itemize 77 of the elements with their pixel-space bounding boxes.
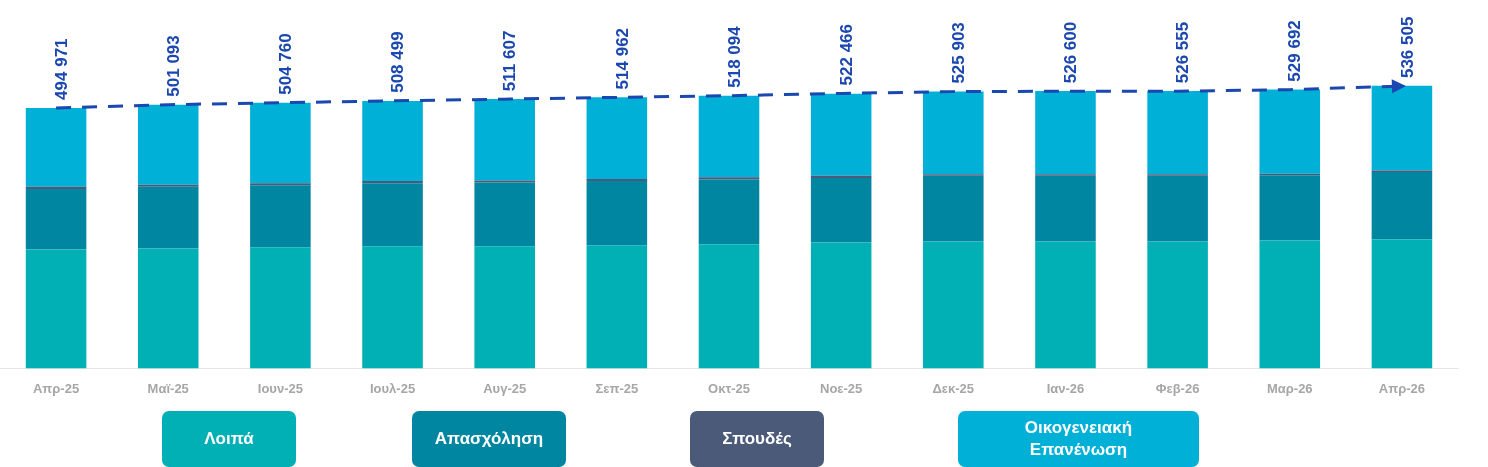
bar [1371, 172, 1433, 240]
text: Οικογενειακή Επανένωση [958, 411, 1199, 467]
x-tick-label: Ιαν-26 [1046, 380, 1085, 396]
bar [1371, 239, 1433, 369]
bar [698, 244, 760, 369]
bar [137, 104, 199, 185]
bar [1035, 91, 1096, 175]
bar [1259, 175, 1321, 241]
x-tick-label: Μαϊ-25 [147, 380, 189, 396]
bar [25, 186, 87, 189]
bar [586, 178, 648, 182]
bar [698, 177, 760, 180]
bar [586, 181, 648, 246]
bar [137, 248, 199, 369]
bar [137, 184, 199, 187]
x-tick-label: Οκτ-25 [708, 380, 750, 396]
bar [810, 177, 872, 243]
bar [250, 183, 311, 186]
x-tick-label: Απρ-25 [32, 380, 80, 396]
data-label: 526 555 [1173, 21, 1193, 84]
data-label: 518 094 [724, 25, 744, 88]
text: Απασχόληση [412, 411, 566, 467]
x-tick-label: Σεπ-25 [595, 380, 639, 396]
bar [474, 98, 535, 181]
x-tick-label: Μαρ-26 [1266, 380, 1313, 396]
data-label: 536 505 [1397, 16, 1417, 79]
bar [362, 183, 423, 247]
data-label: 508 499 [388, 31, 408, 93]
data-label: 494 971 [51, 38, 71, 100]
bar [1147, 91, 1208, 175]
bar [250, 102, 311, 184]
bar [1035, 175, 1096, 242]
bar [25, 188, 87, 250]
bar [250, 247, 311, 369]
data-label: 511 607 [500, 30, 520, 92]
bar [25, 107, 87, 187]
data-label: 525 903 [949, 22, 968, 84]
bar [250, 185, 311, 248]
x-tick-label: Δεκ-25 [932, 380, 975, 396]
bar [586, 245, 648, 369]
bar [698, 95, 760, 178]
bar [362, 246, 423, 369]
x-tick-label: Απρ-26 [1378, 380, 1426, 396]
data-label: 522 466 [836, 23, 856, 86]
bar [810, 242, 872, 369]
bar [362, 101, 423, 182]
text: Λοιπά [162, 411, 296, 467]
bar [362, 181, 423, 184]
bar [923, 241, 984, 369]
bar [1147, 175, 1208, 242]
data-label: 501 093 [163, 35, 183, 97]
data-label: 504 760 [276, 33, 296, 95]
bar [1035, 241, 1096, 369]
x-tick-label: Αυγ-25 [483, 380, 527, 396]
bar [698, 179, 760, 245]
bar [923, 91, 984, 175]
bar [474, 246, 535, 369]
bar [137, 186, 199, 249]
bar [1147, 241, 1208, 369]
data-label: 526 600 [1061, 21, 1081, 84]
x-tick-label: Ιουλ-25 [369, 380, 416, 396]
x-tick-label: Ιουν-25 [257, 380, 303, 396]
x-tick-label: Νοε-25 [820, 380, 863, 396]
bar [1259, 240, 1321, 369]
bar [810, 175, 872, 178]
bar [923, 175, 984, 242]
text: Σπουδές [690, 411, 824, 467]
data-label: 514 962 [612, 27, 632, 90]
bar [1259, 89, 1321, 174]
bar [474, 182, 535, 247]
bar [1371, 85, 1433, 171]
bar [474, 180, 535, 183]
bar [25, 249, 87, 369]
x-tick-label: Φεβ-26 [1155, 380, 1200, 396]
data-label: 529 692 [1285, 20, 1305, 82]
bar [810, 93, 872, 176]
bar [586, 97, 648, 179]
